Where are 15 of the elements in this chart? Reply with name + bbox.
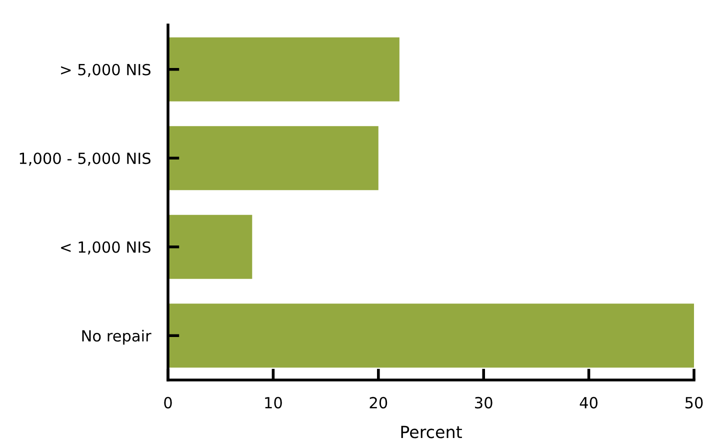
y-tick-label: < 1,000 NIS bbox=[61, 241, 150, 254]
bar bbox=[168, 304, 694, 368]
x-tick-label: 20 bbox=[370, 396, 388, 408]
x-tick-label: 40 bbox=[580, 396, 598, 408]
y-tick-label: No repair bbox=[82, 330, 152, 345]
x-tick-label: 30 bbox=[475, 396, 492, 408]
y-tick-label: 1,000 - 5,000 NIS bbox=[20, 152, 150, 166]
bar bbox=[168, 126, 378, 190]
bar bbox=[168, 37, 400, 102]
y-tick-label: > 5,000 NIS bbox=[61, 64, 150, 77]
x-axis-title: Percent bbox=[401, 426, 462, 438]
bar bbox=[168, 214, 252, 279]
x-tick-label: 0 bbox=[164, 396, 172, 408]
x-tick-label: 10 bbox=[265, 396, 282, 408]
x-tick-label: 50 bbox=[685, 396, 703, 408]
